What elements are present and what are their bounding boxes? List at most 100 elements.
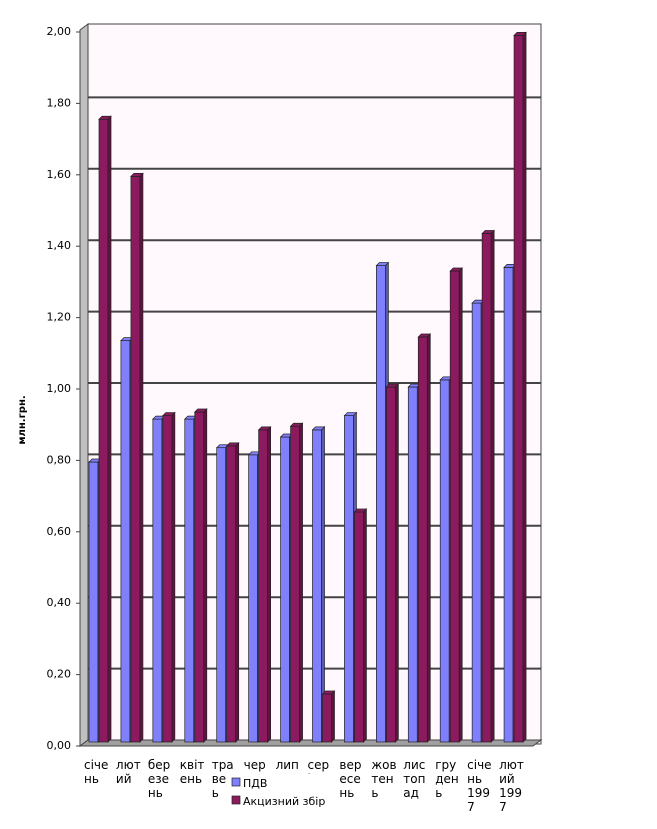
x-tick-label: лис топ ад xyxy=(403,758,425,800)
x-tick-label-line: езе xyxy=(148,772,169,786)
x-tick-label-line: ь xyxy=(371,786,378,800)
bar-front xyxy=(216,447,227,743)
x-tick-label-line: нь xyxy=(339,786,354,800)
bar-top xyxy=(130,173,144,177)
y-tick-label: 1,20 xyxy=(47,311,72,324)
legend: ПДВ Акцизний збір xyxy=(228,774,330,812)
x-tick-label-line: лют xyxy=(499,758,524,772)
x-tick-label: тра ве ь xyxy=(212,758,234,800)
bar-front xyxy=(376,265,386,743)
legend-swatch xyxy=(231,795,241,805)
bar-excise xyxy=(385,383,400,743)
bar-front xyxy=(344,415,354,743)
x-tick-label: лют ий xyxy=(116,758,141,786)
bar-excise xyxy=(481,229,495,743)
bar-excise xyxy=(193,408,208,743)
x-tick-label-line: 199 xyxy=(499,786,522,800)
x-tick-label-line: лют xyxy=(116,758,141,772)
x-tick-label-line: ь xyxy=(435,786,442,800)
bar-excise xyxy=(449,267,464,743)
bar-front xyxy=(312,429,322,743)
x-tick-label-line: січе xyxy=(84,758,108,772)
y-tick-label: 0,60 xyxy=(47,525,72,538)
bar-front xyxy=(130,176,141,743)
bar-front xyxy=(88,461,99,743)
x-tick-label-line: квіт xyxy=(180,758,205,772)
y-tick-label: 1,00 xyxy=(47,382,72,395)
x-tick-label: січе нь 199 7 xyxy=(467,758,491,814)
x-tick-label: жов тен ь xyxy=(371,758,396,800)
bar-side xyxy=(267,425,271,743)
y-tick-label: 1,40 xyxy=(47,239,72,252)
x-tick-label-line: тра xyxy=(212,758,234,772)
y-tick-label: 0,20 xyxy=(47,668,72,681)
x-tick-label-line: ве xyxy=(212,772,226,786)
bar-front xyxy=(513,35,524,743)
bar-excise xyxy=(130,172,144,743)
x-tick-label-line: есе xyxy=(339,772,360,786)
bar-front xyxy=(354,511,364,743)
bar-front xyxy=(407,386,418,743)
x-tick-label-line: ден xyxy=(435,772,459,786)
bar-excise xyxy=(289,422,304,743)
bar-side xyxy=(107,115,112,743)
y-tick-label: 2,00 xyxy=(47,25,72,38)
x-tick-label: бер езе нь xyxy=(148,758,170,800)
bar-front xyxy=(152,418,163,743)
bar-front xyxy=(226,445,237,743)
y-axis: 0,00 0,20 0,40 0,60 0,80 1,00 1,20 1,40 1,60 1,80… xyxy=(47,25,80,752)
bar-side xyxy=(299,422,303,743)
x-tick-label: лют ий 199 7 xyxy=(499,758,524,814)
bar-front xyxy=(290,425,300,743)
x-tick-label-line: нь xyxy=(148,786,163,800)
legend-label: ПДВ xyxy=(243,777,267,790)
legend-swatch xyxy=(231,777,241,787)
bar-side xyxy=(395,383,399,743)
x-tick-label-line: вер xyxy=(339,758,361,772)
bar-side xyxy=(171,411,176,743)
bar-top xyxy=(449,267,464,272)
y-tick-label: 1,80 xyxy=(47,96,72,109)
x-tick-label-line: ень xyxy=(180,772,202,786)
bar-top xyxy=(257,426,272,431)
bar-top xyxy=(353,508,368,513)
y-tick-label: 0,40 xyxy=(47,596,72,609)
side-wall xyxy=(79,23,89,747)
bar-front xyxy=(258,429,268,743)
bar-front xyxy=(386,386,396,743)
bar-top xyxy=(162,412,176,416)
x-tick-label-line: ь xyxy=(212,786,219,800)
bar-side xyxy=(490,229,495,743)
bar-front xyxy=(503,267,514,743)
x-tick-label-line: топ xyxy=(403,772,425,786)
x-tick-label-line: лис xyxy=(403,758,425,772)
x-tick-label: лип xyxy=(276,758,299,772)
bar-excise xyxy=(321,690,336,743)
bar-excise xyxy=(162,411,176,743)
bar-top xyxy=(513,32,527,36)
bar-excise xyxy=(417,333,432,743)
bar-top xyxy=(225,442,240,447)
x-tick-label-line: жов xyxy=(371,758,396,772)
bar-side xyxy=(203,408,208,743)
bar-side xyxy=(139,172,144,743)
bar-front xyxy=(120,340,131,743)
bar-front xyxy=(417,336,428,743)
x-tick-label-line: лип xyxy=(276,758,299,772)
bar-side xyxy=(235,442,240,743)
x-tick-label-line: нь xyxy=(84,772,99,786)
bar-excise xyxy=(257,425,272,743)
bar-front xyxy=(280,436,290,743)
x-tick-label-line: 199 xyxy=(467,786,490,800)
bar-front xyxy=(471,302,482,743)
x-tick-label-line: тен xyxy=(371,772,393,786)
x-tick-label-line: ий xyxy=(116,772,132,786)
bar-excise xyxy=(513,31,527,743)
x-tick-label-line: гру xyxy=(435,758,456,772)
legend-box xyxy=(228,774,330,812)
bar-top xyxy=(98,115,112,120)
x-tick-label: гру ден ь xyxy=(435,758,459,800)
x-tick-label: квіт ень xyxy=(180,758,205,786)
